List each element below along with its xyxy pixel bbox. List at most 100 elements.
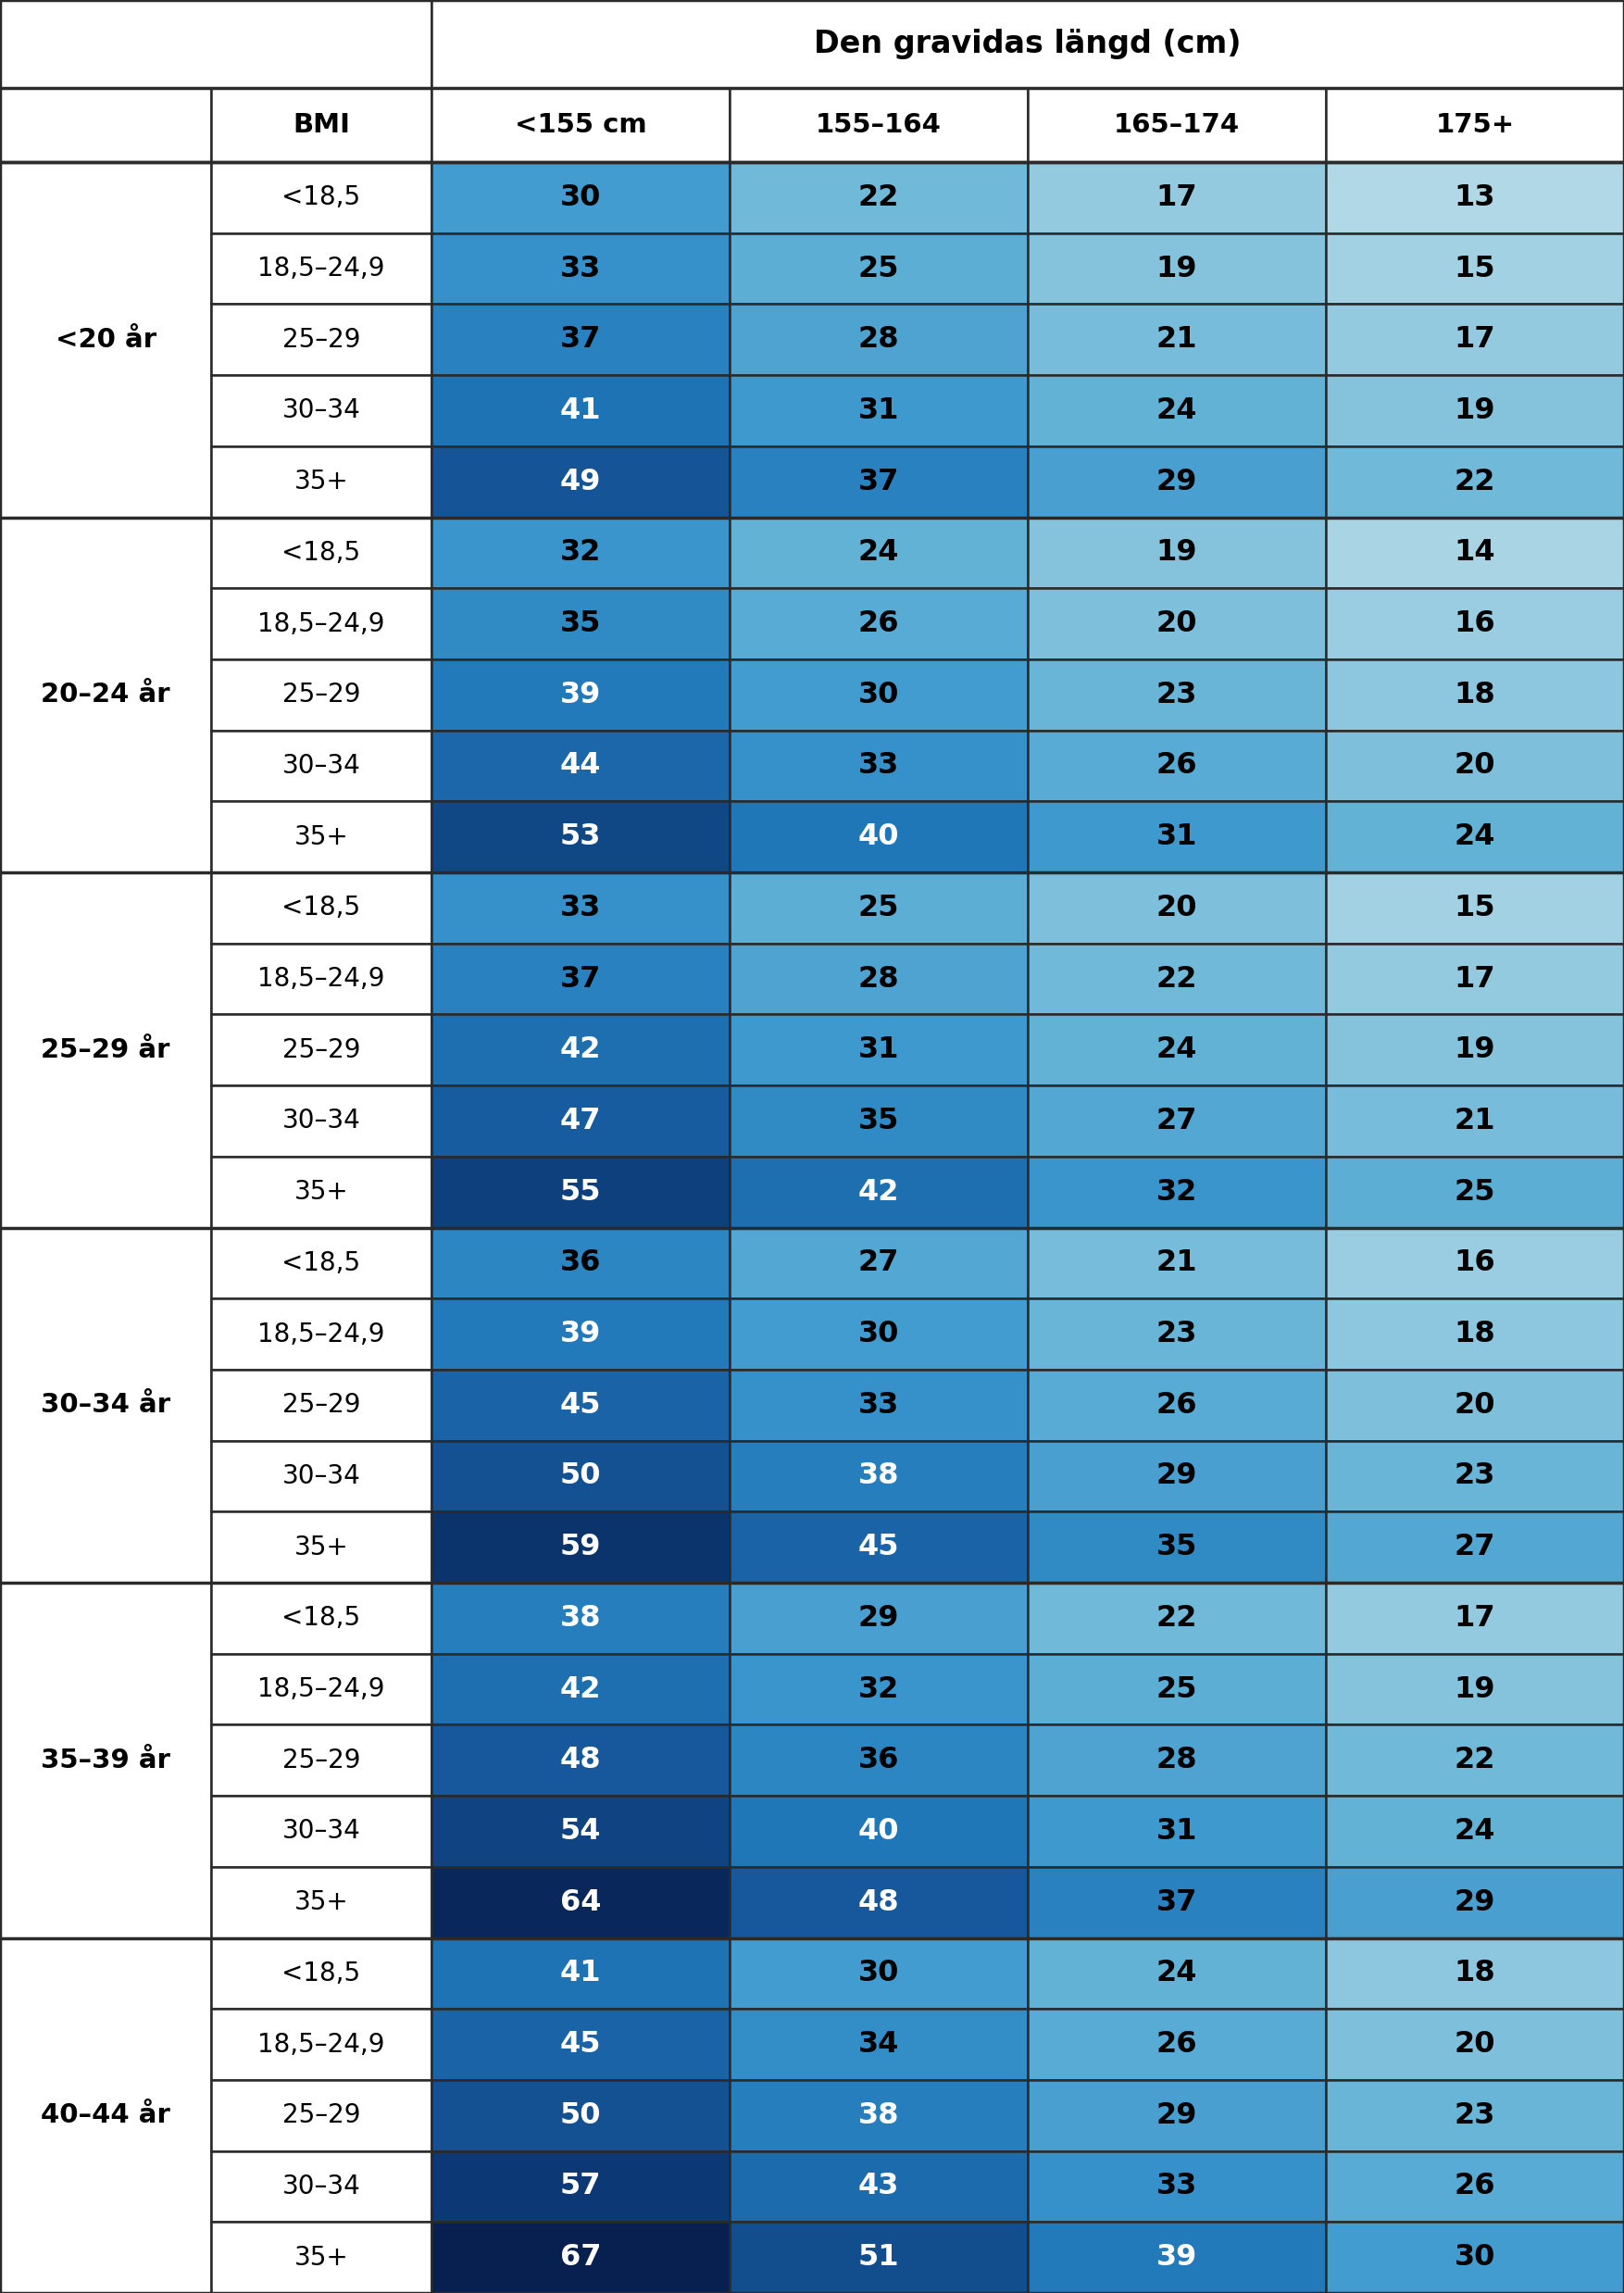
Text: 30: 30 — [857, 1958, 900, 1988]
Text: 45: 45 — [560, 1392, 601, 1419]
Bar — [432, 1156, 729, 1227]
Bar — [729, 1582, 1028, 1653]
Bar — [211, 1724, 432, 1795]
Bar — [1028, 1938, 1325, 2009]
Bar — [1028, 1582, 1325, 1653]
Bar — [1028, 1227, 1325, 1298]
Bar — [1325, 447, 1624, 518]
Bar — [1325, 1653, 1624, 1724]
Text: 30–34: 30–34 — [283, 2174, 361, 2199]
Text: 35: 35 — [560, 610, 601, 637]
Bar — [1028, 871, 1325, 942]
Bar — [1325, 518, 1624, 589]
Bar — [211, 1369, 432, 1440]
Text: BMI: BMI — [292, 112, 351, 138]
Bar — [1028, 1724, 1325, 1795]
Bar — [211, 1938, 432, 2009]
Text: 15: 15 — [1453, 255, 1496, 282]
Bar — [1325, 1582, 1624, 1653]
Bar — [432, 1938, 729, 2009]
Bar — [0, 87, 211, 163]
Text: 39: 39 — [1156, 2243, 1197, 2272]
Text: 50: 50 — [560, 1463, 601, 1490]
Bar — [432, 1795, 729, 1867]
Text: 51: 51 — [857, 2243, 900, 2272]
Bar — [1325, 1440, 1624, 1511]
Text: 30: 30 — [560, 183, 601, 211]
Bar — [729, 1085, 1028, 1156]
Text: 38: 38 — [857, 1463, 900, 1490]
Bar — [1325, 1867, 1624, 1938]
Text: 45: 45 — [560, 2029, 601, 2059]
Bar — [432, 163, 729, 234]
Bar — [1028, 234, 1325, 305]
Bar — [729, 1369, 1028, 1440]
Text: 33: 33 — [1156, 2171, 1197, 2201]
Bar — [432, 87, 729, 163]
Text: 35–39 år: 35–39 år — [41, 1747, 171, 1772]
Bar — [432, 1867, 729, 1938]
Text: 54: 54 — [560, 1816, 601, 1846]
Text: 26: 26 — [857, 610, 900, 637]
Text: 30–34: 30–34 — [283, 1818, 361, 1844]
Text: <18,5: <18,5 — [283, 1605, 361, 1630]
Text: 23: 23 — [1455, 1463, 1496, 1490]
Bar — [432, 0, 1624, 87]
Bar — [211, 447, 432, 518]
Bar — [729, 1724, 1028, 1795]
Text: 35+: 35+ — [294, 2245, 349, 2270]
Text: 17: 17 — [1156, 183, 1197, 211]
Bar — [1325, 660, 1624, 729]
Text: 19: 19 — [1455, 397, 1496, 424]
Bar — [432, 1085, 729, 1156]
Text: 40: 40 — [857, 823, 900, 851]
Bar — [432, 376, 729, 447]
Bar — [1028, 163, 1325, 234]
Bar — [1028, 2080, 1325, 2151]
Text: 37: 37 — [1156, 1887, 1197, 1917]
Bar — [0, 1582, 211, 1938]
Text: 28: 28 — [857, 965, 900, 993]
Bar — [432, 518, 729, 589]
Bar — [1325, 1369, 1624, 1440]
Text: 23: 23 — [1156, 1321, 1197, 1348]
Text: 27: 27 — [1455, 1532, 1496, 1562]
Text: 38: 38 — [560, 1603, 601, 1633]
Text: 41: 41 — [560, 1958, 601, 1988]
Bar — [432, 1440, 729, 1511]
Text: 24: 24 — [1455, 1816, 1496, 1846]
Text: 37: 37 — [560, 965, 601, 993]
Bar — [729, 1867, 1028, 1938]
Bar — [1325, 1227, 1624, 1298]
Text: 30–34: 30–34 — [283, 397, 361, 424]
Text: 25–29: 25–29 — [283, 1036, 361, 1064]
Bar — [432, 2151, 729, 2222]
Bar — [1028, 942, 1325, 1014]
Text: 40–44 år: 40–44 år — [41, 2103, 171, 2128]
Bar — [432, 2222, 729, 2293]
Bar — [211, 729, 432, 800]
Text: 37: 37 — [857, 468, 900, 495]
Bar — [729, 2222, 1028, 2293]
Bar — [0, 0, 432, 87]
Bar — [1028, 1298, 1325, 1369]
Bar — [1325, 376, 1624, 447]
Bar — [432, 1724, 729, 1795]
Text: 29: 29 — [857, 1603, 900, 1633]
Text: 30–34: 30–34 — [283, 1463, 361, 1488]
Bar — [1325, 87, 1624, 163]
Bar — [211, 1795, 432, 1867]
Text: 25: 25 — [857, 255, 900, 282]
Bar — [432, 234, 729, 305]
Text: 35+: 35+ — [294, 1179, 349, 1206]
Text: 25–29 år: 25–29 år — [41, 1036, 171, 1064]
Bar — [1028, 1867, 1325, 1938]
Text: 19: 19 — [1156, 539, 1197, 566]
Text: 59: 59 — [560, 1532, 601, 1562]
Bar — [432, 1369, 729, 1440]
Bar — [729, 305, 1028, 376]
Text: <18,5: <18,5 — [283, 1961, 361, 1986]
Bar — [1028, 2009, 1325, 2080]
Text: 34: 34 — [857, 2029, 900, 2059]
Text: 22: 22 — [857, 183, 900, 211]
